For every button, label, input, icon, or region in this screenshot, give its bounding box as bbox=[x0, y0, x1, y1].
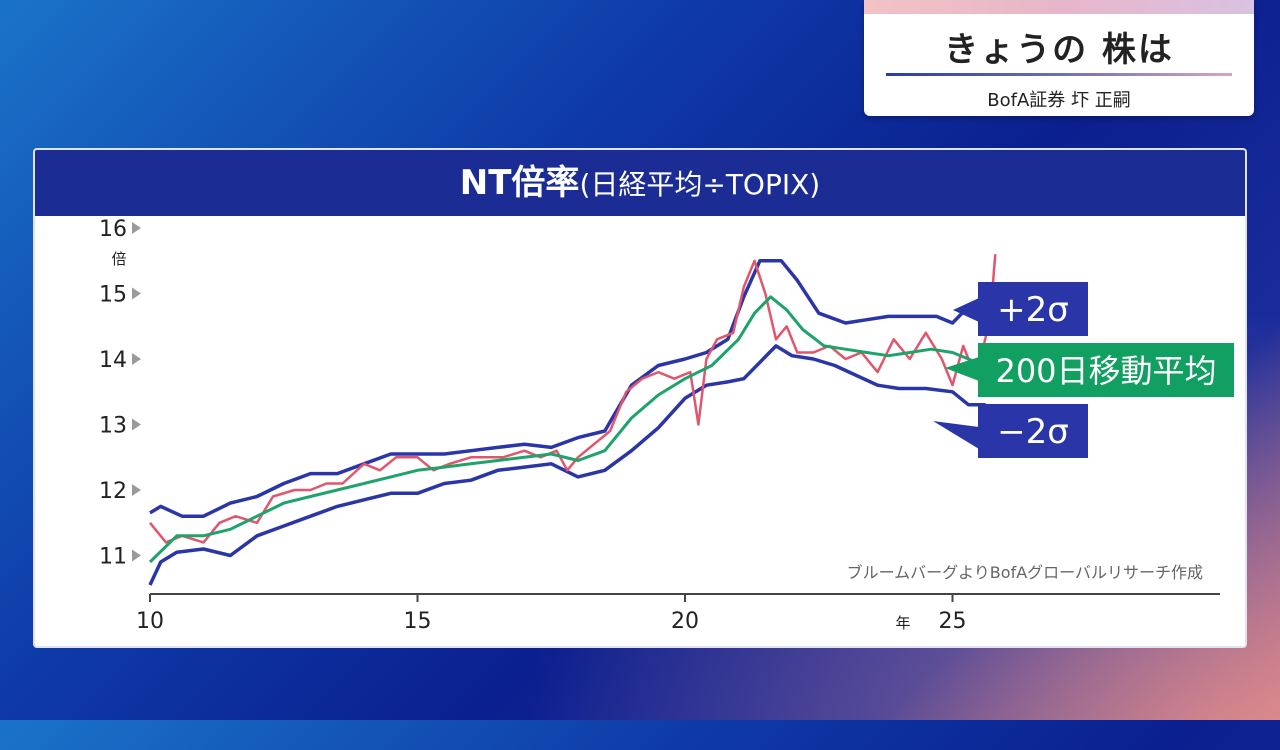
y-tick-marker bbox=[132, 549, 141, 562]
chart-title-bar: NT倍率(日経平均÷TOPIX) bbox=[35, 150, 1245, 216]
nt-ratio-chart: 11 12 13 14 15 16 10 15 20 25 倍 年 ブルームバーグよりBofAグ… bbox=[99, 217, 1234, 634]
lower-band-line bbox=[148, 344, 997, 586]
moving-average-label-box bbox=[978, 343, 1234, 397]
lower-band-label-text: −2σ bbox=[997, 412, 1069, 452]
x-unit-label: 年 bbox=[895, 614, 910, 632]
chart-panel: NT倍率(日経平均÷TOPIX) 11 12 13 14 15 16 10 15 20 25 倍… bbox=[33, 148, 1247, 648]
program-title-card: きょうの 株は BofA証券 圷 正嗣 bbox=[864, 0, 1254, 116]
guest-name: BofA証券 圷 正嗣 bbox=[987, 90, 1131, 111]
y-tick-label: 15 bbox=[99, 283, 127, 308]
y-tick-label: 13 bbox=[99, 414, 127, 439]
y-tick-marker bbox=[132, 353, 141, 365]
upper-band-pointer bbox=[953, 298, 979, 322]
y-tick-label: 12 bbox=[99, 479, 127, 504]
y-tick-label: 14 bbox=[99, 348, 127, 373]
title-card-accent bbox=[864, 0, 1254, 14]
x-tick-label: 25 bbox=[939, 609, 967, 634]
y-tick-marker bbox=[132, 484, 141, 496]
y-unit-label: 倍 bbox=[111, 250, 126, 268]
upper-band-label: +2σ bbox=[953, 282, 1088, 336]
program-title: きょうの 株は bbox=[944, 30, 1174, 70]
y-tick-marker bbox=[132, 418, 141, 431]
source-note: ブルームバーグよりBofAグローバルリサーチ作成 bbox=[847, 563, 1203, 582]
x-tick-label: 20 bbox=[671, 609, 699, 634]
lower-band-pointer bbox=[933, 421, 979, 449]
lower-band-label-box bbox=[978, 404, 1088, 458]
moving-average-label-text: 200日移動平均 bbox=[995, 352, 1216, 390]
y-tick-label: 11 bbox=[99, 545, 127, 570]
y-tick-label: 16 bbox=[99, 217, 127, 242]
moving-average-label: 200日移動平均 bbox=[945, 343, 1234, 397]
moving-average-pointer bbox=[945, 357, 979, 381]
upper-band-line bbox=[149, 259, 997, 518]
title-card-rule bbox=[886, 73, 1232, 76]
upper-band-label-text: +2σ bbox=[997, 290, 1069, 330]
x-tick-label: 10 bbox=[136, 609, 164, 634]
x-tick-label: 15 bbox=[404, 609, 432, 634]
chart-title-main: NT倍率 bbox=[459, 163, 580, 203]
moving-average-line bbox=[148, 295, 996, 564]
lower-band-label: −2σ bbox=[933, 404, 1088, 458]
nt-ratio-line bbox=[149, 254, 997, 544]
y-tick-marker bbox=[132, 222, 141, 234]
upper-band-label-box bbox=[978, 282, 1088, 336]
chart-title-sub: (日経平均÷TOPIX) bbox=[579, 168, 821, 201]
y-tick-marker bbox=[132, 287, 141, 300]
